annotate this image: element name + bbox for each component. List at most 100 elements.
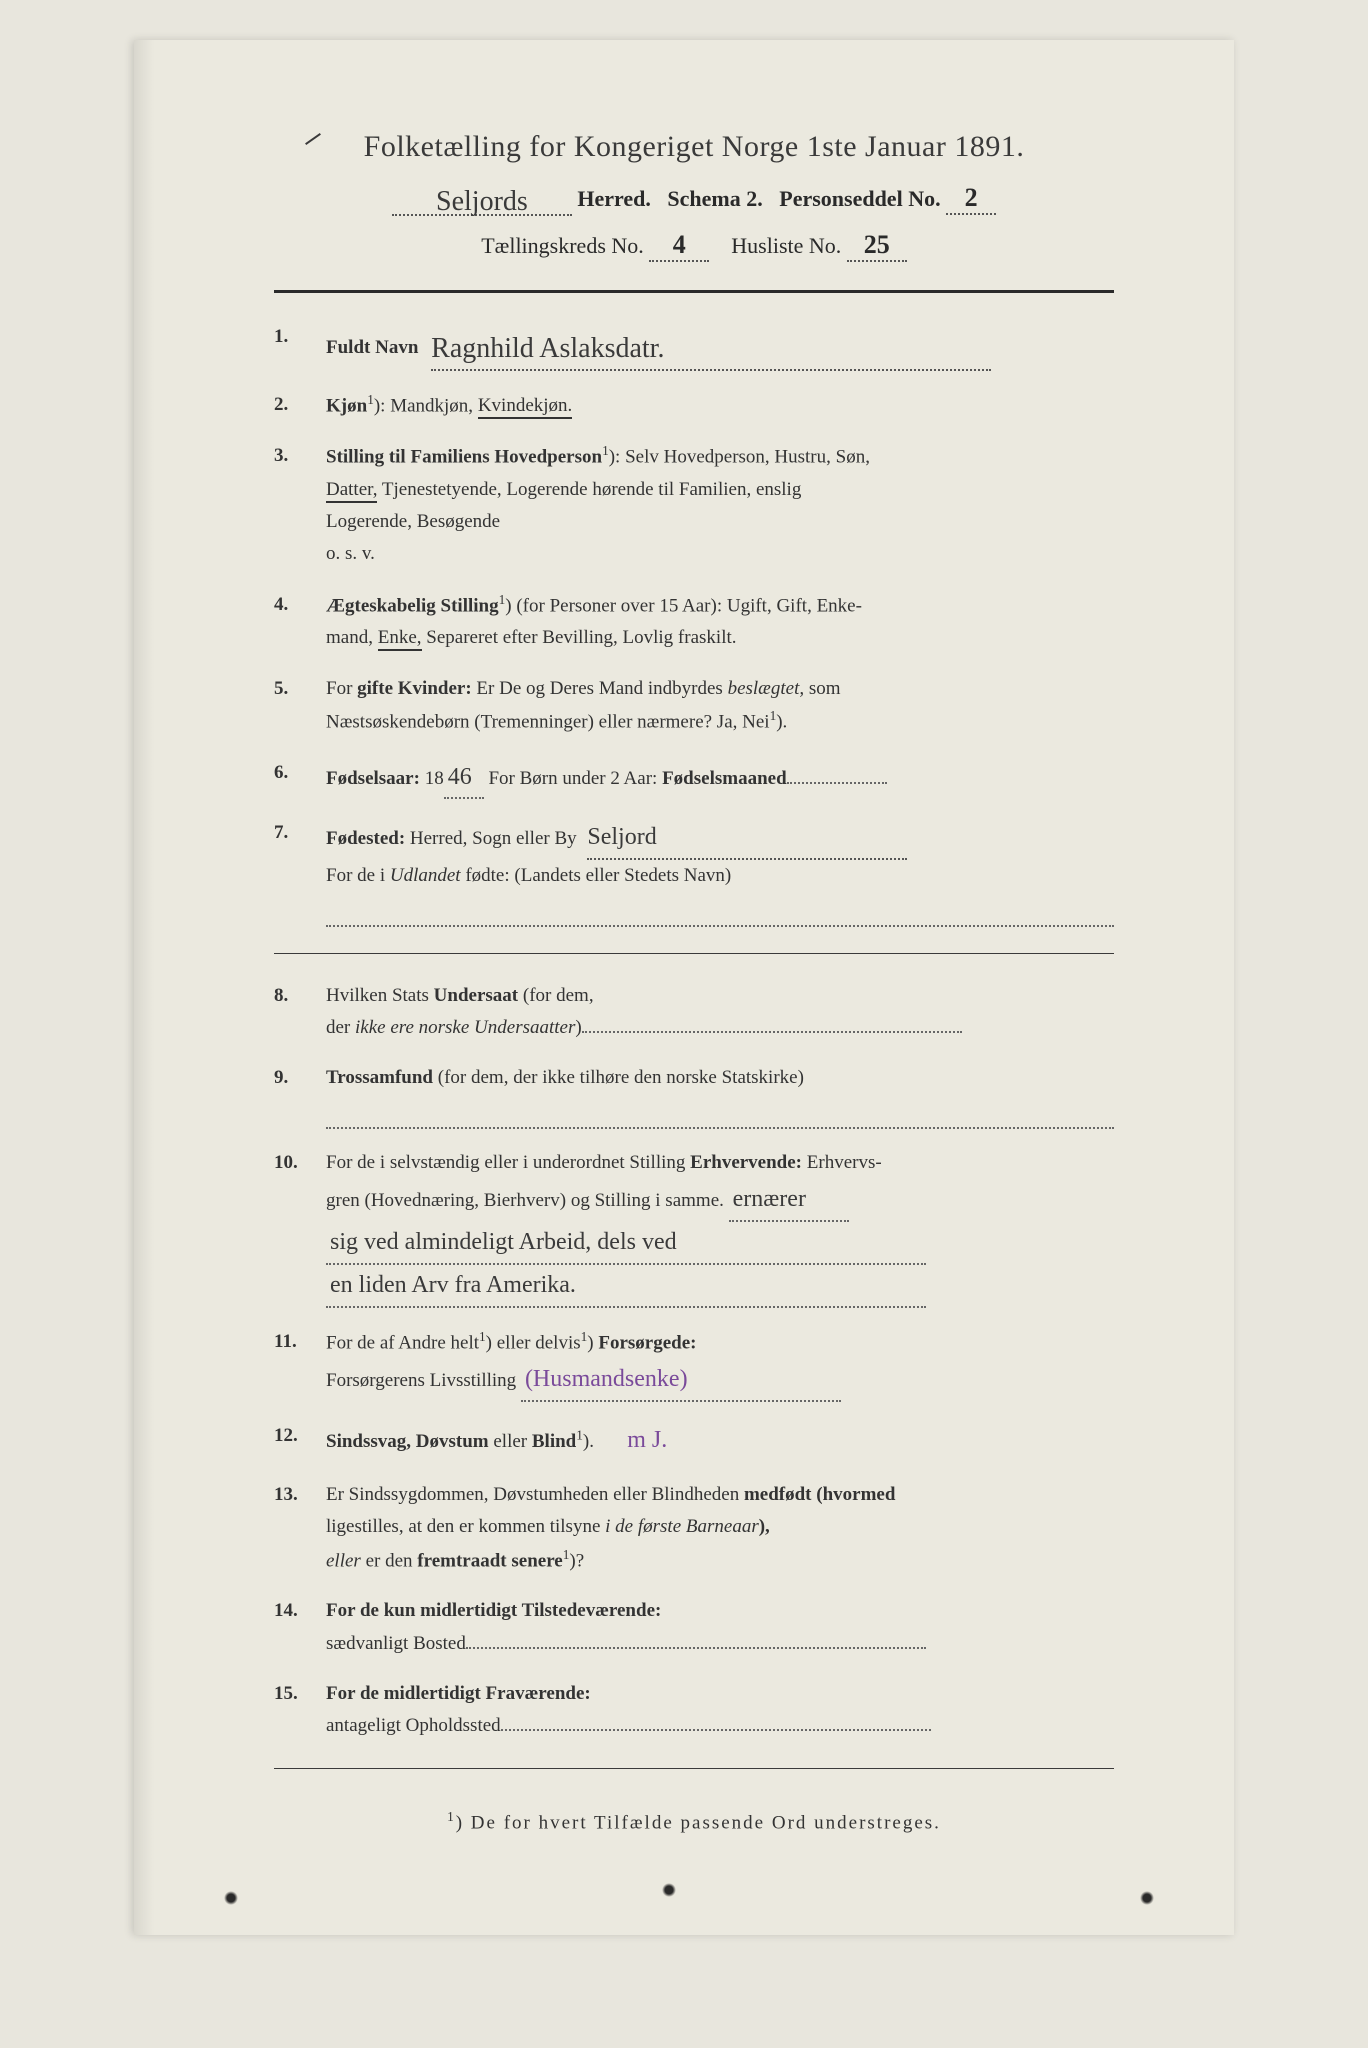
field5-line2b: ).	[776, 711, 787, 732]
census-form-page: Folketælling for Kongeriget Norge 1ste J…	[134, 40, 1234, 1935]
label-birthmonth: Fødselsmaaned	[662, 768, 787, 789]
field11-bold: Forsørgede:	[598, 1332, 696, 1353]
label-name: Fuldt Navn	[326, 337, 418, 358]
label-sex: Kjøn	[326, 395, 367, 416]
field13-bold1: medfødt (hvormed	[744, 1484, 895, 1505]
field12-text2: ).	[583, 1431, 594, 1452]
field-11-provider: 11. For de af Andre helt1) eller delvis1…	[274, 1326, 1114, 1402]
item-num-8: 8.	[274, 980, 326, 1045]
schema-label: Schema 2.	[667, 186, 762, 211]
field10-bold: Erhvervende:	[690, 1152, 802, 1173]
item-num-6: 6.	[274, 757, 326, 800]
field-12-disability: 12. Sindssvag, Døvstum eller Blind1). m …	[274, 1420, 1114, 1461]
field-8-citizenship: 8. Hvilken Stats Undersaat (for dem, der…	[274, 980, 1114, 1045]
sup-3: 1	[602, 443, 609, 458]
item-num-2: 2.	[274, 389, 326, 423]
field-9-religion: 9. Trossamfund (for dem, der ikke tilhør…	[274, 1062, 1114, 1129]
label-birthyear: Fødselsaar:	[326, 768, 420, 789]
field11-line1b: ) eller delvis	[486, 1332, 581, 1353]
kreds-no: 4	[673, 230, 686, 259]
field7-blank	[326, 896, 1114, 926]
field9-blank	[326, 1099, 1114, 1129]
divider-top	[274, 290, 1114, 293]
footnote-text: ) De for hvert Tilfælde passende Ord und…	[456, 1813, 941, 1834]
field10-line1b: Erhvervs-	[802, 1152, 882, 1173]
field11-line1a: For de af Andre helt	[326, 1332, 479, 1353]
occupation-hw2: sig ved almindeligt Arbeid, dels ved	[326, 1222, 926, 1265]
field-13-congenital: 13. Er Sindssygdommen, Døvstumheden elle…	[274, 1479, 1114, 1577]
label5-bold: gifte Kvinder:	[357, 678, 472, 699]
form-field-list-2: 8. Hvilken Stats Undersaat (for dem, der…	[274, 980, 1114, 1743]
item-num-1: 1.	[274, 321, 326, 371]
field8-blank	[582, 1031, 962, 1033]
field5-italic: beslægtet,	[728, 678, 805, 699]
field8-italic: ikke ere norske Undersaatter	[355, 1017, 575, 1038]
birthplace-hw: Seljord	[587, 824, 656, 850]
item-num-15: 15.	[274, 1678, 326, 1743]
field12-bold2: Blind	[532, 1431, 576, 1452]
item-num-4: 4.	[274, 589, 326, 655]
item-num-3: 3.	[274, 440, 326, 571]
field12-bold: Sindssvag, Døvstum	[326, 1431, 489, 1452]
field5-line1: Er De og Deres Mand indbyrdes	[472, 678, 728, 699]
divider-mid	[274, 953, 1114, 954]
item-num-10: 10.	[274, 1147, 326, 1308]
field7-italic: Udlandet	[390, 865, 461, 886]
marital-selected: Enke,	[378, 627, 422, 651]
provider-hw: (Husmandsenke)	[521, 1359, 841, 1402]
item-num-13: 13.	[274, 1479, 326, 1577]
field15-blank	[501, 1729, 931, 1731]
year-prefix: 18	[420, 768, 444, 789]
kreds-label: Tællingskreds No.	[481, 233, 644, 258]
name-handwritten: Ragnhild Aslaksdatr.	[431, 333, 664, 364]
field8-bold: Undersaat	[434, 985, 518, 1006]
paper-tear-icon	[1140, 1891, 1154, 1905]
field12-hw: m J.	[627, 1427, 667, 1453]
relation-line3: Logerende, Besøgende	[326, 511, 500, 532]
label-religion: Trossamfund	[326, 1067, 433, 1088]
item-num-7: 7.	[274, 817, 326, 926]
relation-line2: Tjenestetyende, Logerende hørende til Fa…	[377, 479, 801, 500]
marital-line2: mand,	[326, 627, 378, 648]
label5-pre: For	[326, 678, 357, 699]
field12-text: eller	[489, 1431, 532, 1452]
field8-line2pre: der	[326, 1017, 355, 1038]
field11-line2: Forsørgerens Livsstilling	[326, 1370, 516, 1391]
label-marital: Ægteskabelig Stilling	[326, 595, 499, 616]
husliste-label: Husliste No.	[731, 233, 841, 258]
form-field-list: 1. Fuldt Navn Ragnhild Aslaksdatr. 2. Kj…	[274, 321, 1114, 927]
footnote-sup: 1	[447, 1809, 456, 1824]
relation-line4: o. s. v.	[326, 543, 375, 564]
sup-12: 1	[576, 1428, 583, 1443]
item-num-11: 11.	[274, 1326, 326, 1402]
sex-selected: Kvindekjøn.	[478, 395, 572, 419]
item-num-14: 14.	[274, 1595, 326, 1660]
field-10-occupation: 10. For de i selvstændig eller i underor…	[274, 1147, 1114, 1308]
label-relation: Stilling til Familiens Hovedperson	[326, 447, 602, 468]
header-row-3: Tællingskreds No. 4 Husliste No. 25	[274, 230, 1114, 262]
field14-blank	[466, 1647, 926, 1649]
field7-line2pre: For de i	[326, 865, 390, 886]
field7-line1: Herred, Sogn eller By	[405, 828, 576, 849]
paper-tear-icon	[224, 1891, 238, 1905]
field6-mid: For Børn under 2 Aar:	[484, 768, 662, 789]
occupation-hw1: ernærer	[729, 1179, 849, 1222]
birthyear-hw: 46	[444, 757, 484, 800]
item-num-9: 9.	[274, 1062, 326, 1129]
form-title: Folketælling for Kongeriget Norge 1ste J…	[274, 130, 1114, 164]
relation-line1: ): Selv Hovedperson, Hustru, Søn,	[609, 447, 870, 468]
relation-selected: Datter,	[326, 479, 377, 503]
field8-line2post: )	[575, 1017, 581, 1038]
field14-bold: For de kun midlertidigt Tilstedeværende:	[326, 1600, 661, 1621]
herred-label: Herred.	[577, 186, 651, 211]
header-row-2: Seljords Herred. Schema 2. Personseddel …	[274, 182, 1114, 216]
field10-line1a: For de i selvstændig eller i underordnet…	[326, 1152, 690, 1173]
divider-bottom	[274, 1768, 1114, 1769]
field-5-married-women: 5. For gifte Kvinder: Er De og Deres Man…	[274, 673, 1114, 739]
field5-line1b: som	[804, 678, 840, 699]
field14-line2: sædvanligt Bosted	[326, 1633, 466, 1654]
sup-11a: 1	[479, 1329, 486, 1344]
field-15-temp-absent: 15. For de midlertidigt Fraværende: anta…	[274, 1678, 1114, 1743]
field-2-sex: 2. Kjøn1): Mandkjøn, Kvindekjøn.	[274, 389, 1114, 423]
field5-line2: Næstsøskendebørn (Tremenninger) eller næ…	[326, 711, 770, 732]
